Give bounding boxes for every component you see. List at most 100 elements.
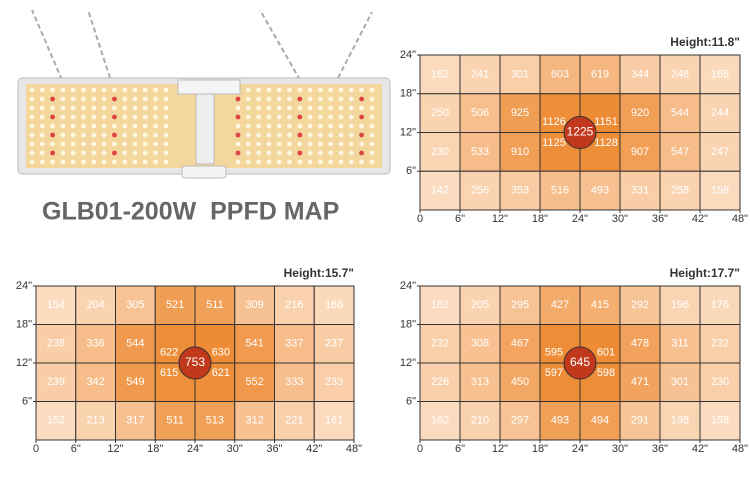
cell-value: 1125 — [542, 137, 566, 149]
cell — [619, 401, 661, 441]
y-tick-label: 12" — [400, 126, 416, 138]
cell-value: 615 — [160, 367, 178, 379]
cell — [459, 93, 501, 133]
cell-value: 511 — [206, 299, 224, 311]
cell — [699, 401, 741, 441]
cell — [313, 362, 355, 402]
y-tick-label: 12" — [16, 357, 32, 369]
cell-value: 544 — [126, 338, 144, 350]
cell-value: 166 — [325, 299, 343, 311]
cell-value: 544 — [671, 107, 689, 119]
cell-value: 516 — [551, 185, 569, 197]
cell-value: 311 — [671, 338, 689, 350]
cell-value: 309 — [245, 299, 263, 311]
cell — [75, 362, 116, 402]
cell — [115, 362, 156, 402]
cell-value: 297 — [511, 415, 529, 427]
cell-value: 533 — [471, 146, 489, 158]
x-tick-label: 42" — [306, 443, 322, 455]
x-tick-label: 0 — [417, 443, 423, 455]
cell-value: 353 — [511, 185, 529, 197]
y-tick-label: 18" — [400, 318, 416, 330]
cell-value: 1128 — [594, 137, 618, 149]
cell-value: 244 — [711, 107, 729, 119]
cell — [699, 54, 741, 95]
cell-value: 621 — [212, 367, 230, 379]
x-tick-label: 42" — [692, 443, 708, 455]
y-tick-label: 12" — [400, 357, 416, 369]
cell-value: 161 — [325, 415, 343, 427]
x-tick-label: 18" — [532, 213, 548, 225]
x-tick-label: 42" — [692, 213, 708, 225]
y-tick-label: 6" — [406, 395, 416, 407]
cell-value: 552 — [245, 376, 263, 388]
y-tick-label: 24" — [16, 280, 32, 292]
cell-value: 331 — [631, 185, 649, 197]
cell-value: 506 — [471, 107, 489, 119]
center-marker — [563, 116, 597, 149]
cell-value: 154 — [47, 299, 65, 311]
x-tick-label: 30" — [612, 443, 628, 455]
x-tick-label: 6" — [71, 443, 81, 455]
cell — [35, 362, 77, 402]
cell — [499, 285, 541, 325]
cell — [499, 170, 541, 211]
cell-value: 450 — [511, 376, 529, 388]
cell-value: 494 — [591, 415, 609, 427]
cell-value: 230 — [711, 376, 729, 388]
cell — [234, 401, 275, 441]
cell — [699, 362, 741, 402]
x-tick-label: 30" — [612, 213, 628, 225]
cell-value: 478 — [631, 338, 649, 350]
cell-value: 196 — [671, 299, 689, 311]
cell — [419, 285, 461, 325]
cell-value: 910 — [511, 146, 529, 158]
cell — [419, 170, 461, 211]
cell-value: 920 — [631, 107, 649, 119]
cell — [619, 170, 661, 211]
cell-value: 232 — [431, 338, 449, 350]
cell-value: 295 — [511, 299, 529, 311]
cell — [459, 54, 501, 95]
cell-value: 210 — [471, 415, 489, 427]
cell-value: 158 — [711, 415, 729, 427]
cell — [419, 132, 461, 172]
cell — [274, 401, 315, 441]
cell — [499, 401, 541, 441]
cell-value: 226 — [431, 376, 449, 388]
chart-title: Height:17.7" — [670, 266, 740, 280]
cell-value: 344 — [631, 68, 649, 80]
cell — [579, 401, 621, 441]
cell-value: 142 — [431, 185, 449, 197]
x-tick-label: 36" — [652, 443, 668, 455]
x-tick-label: 12" — [107, 443, 123, 455]
cell — [699, 324, 741, 364]
cell-value: 521 — [166, 299, 184, 311]
cell-value: 213 — [86, 415, 104, 427]
cell — [115, 324, 156, 364]
cell — [659, 362, 701, 402]
cell — [459, 324, 501, 364]
cell-value: 471 — [631, 376, 649, 388]
cell-value: 176 — [711, 299, 729, 311]
cell-value: 301 — [511, 68, 529, 80]
y-tick-label: 6" — [22, 395, 32, 407]
x-tick-label: 24" — [572, 213, 588, 225]
cell-value: 511 — [166, 415, 184, 427]
x-tick-label: 36" — [266, 443, 282, 455]
cell-value: 336 — [86, 338, 104, 350]
cell-value: 241 — [471, 68, 489, 80]
chart-title: Height:15.7" — [284, 266, 354, 280]
x-tick-label: 36" — [652, 213, 668, 225]
y-tick-label: 18" — [400, 88, 416, 100]
cell — [659, 285, 701, 325]
y-tick-label: 6" — [406, 165, 416, 177]
center-value: 1225 — [567, 125, 594, 139]
cell-value: 216 — [285, 299, 303, 311]
cell — [499, 132, 541, 172]
cell — [35, 285, 77, 325]
x-tick-label: 18" — [532, 443, 548, 455]
cell-value: 221 — [285, 415, 303, 427]
cell — [499, 93, 541, 133]
